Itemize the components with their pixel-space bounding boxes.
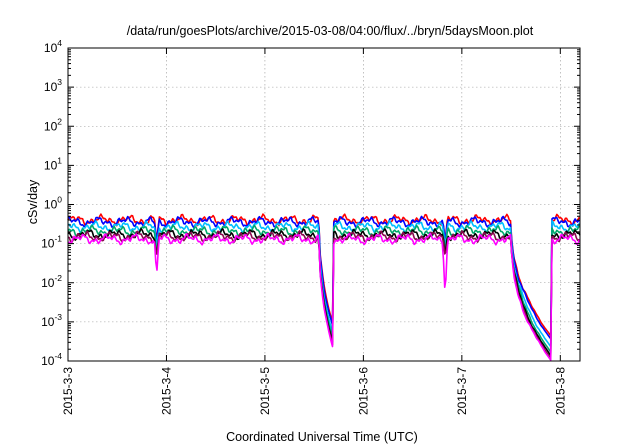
y-tick-label: 104	[44, 38, 62, 55]
series-line	[67, 215, 580, 340]
x-axis-label: Coordinated Universal Time (UTC)	[226, 430, 418, 444]
series-line	[67, 232, 581, 361]
y-tick-label: 103	[44, 77, 62, 94]
grid	[67, 47, 580, 362]
y-tick-label: 10-4	[41, 351, 62, 368]
x-tick-label: 2015-3-6	[356, 367, 370, 415]
y-tick-label: 10-1	[41, 234, 62, 251]
y-tick-label: 10-3	[41, 312, 62, 329]
x-tick-label: 2015-3-8	[553, 367, 567, 415]
x-axis: 2015-3-3 2015-3-4 2015-3-5 2015-3-6 2015-3-7…	[61, 48, 567, 415]
y-tick-label: 102	[44, 116, 62, 133]
y-tick-label: 100	[44, 195, 62, 212]
x-tick-label: 2015-3-4	[159, 367, 173, 415]
y-tick-label: 10-2	[41, 273, 62, 290]
x-tick-label: 2015-3-5	[258, 367, 272, 415]
x-tick-label: 2015-3-3	[61, 367, 75, 415]
chart-title: /data/run/goesPlots/archive/2015-03-08/0…	[127, 24, 534, 38]
y-axis: 104 103 102 101 100 10-1 10-2 10-3 10-4	[41, 38, 580, 368]
y-axis-label: cSv/day	[26, 179, 40, 224]
series-group	[67, 213, 581, 361]
y-tick-label: 101	[44, 155, 62, 172]
x-tick-label: 2015-3-7	[455, 367, 469, 415]
